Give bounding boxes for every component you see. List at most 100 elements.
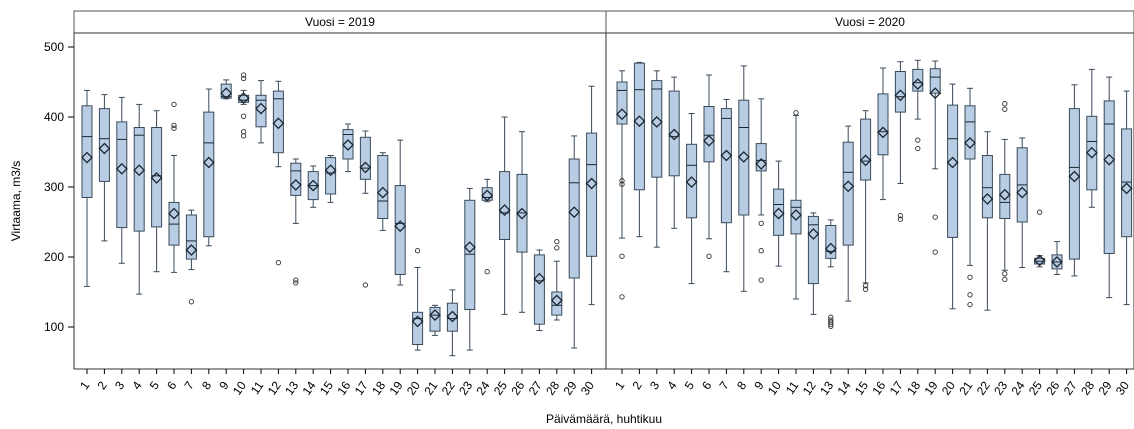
box-mean-marker — [133, 164, 146, 177]
box-mean-marker — [1085, 146, 1098, 159]
box-mean-marker — [998, 188, 1011, 201]
box-outlier — [293, 277, 299, 283]
box-outlier — [828, 319, 834, 325]
x-tick-label: 22 — [439, 378, 458, 397]
box-iqr — [1086, 115, 1098, 191]
box-mean-marker — [1051, 255, 1063, 268]
box-mean-marker — [1016, 186, 1029, 199]
box-iqr — [133, 127, 145, 232]
box-iqr — [877, 93, 889, 156]
x-tick-label: 23 — [991, 378, 1010, 397]
x-tick-label: 24 — [1009, 378, 1028, 397]
box-outlier — [915, 145, 921, 152]
box-mean-marker — [168, 207, 180, 220]
box-mean-marker — [516, 207, 528, 220]
box-outlier — [554, 238, 560, 245]
x-tick-label: 28 — [543, 378, 562, 397]
box-mean-marker — [568, 206, 581, 219]
box-mean-marker — [289, 178, 302, 191]
x-tick-label: 17 — [887, 378, 906, 397]
box-outlier — [171, 101, 177, 108]
box-mean-marker — [376, 186, 389, 199]
box-mean-marker — [772, 207, 785, 220]
box-outlier — [293, 280, 299, 286]
box-iqr — [686, 143, 698, 219]
box-mean-marker — [737, 150, 750, 163]
box-mean-marker — [824, 242, 837, 255]
x-tick-label: 2 — [95, 378, 110, 392]
x-tick-label: 26 — [1043, 378, 1062, 397]
x-tick-label: 27 — [1061, 378, 1080, 397]
x-tick-label: 11 — [248, 378, 267, 397]
box-iqr — [412, 311, 424, 345]
box-outlier — [967, 301, 973, 308]
x-tick-label: 8 — [734, 378, 749, 392]
box-mean-marker — [650, 115, 663, 128]
y-tick-label: 300 — [44, 180, 64, 194]
box-mean-marker — [616, 108, 628, 121]
box-mean-marker — [1068, 170, 1081, 183]
x-tick-label: 19 — [922, 378, 941, 397]
box-outlier — [915, 137, 921, 143]
x-tick-label: 5 — [147, 378, 162, 392]
panel-frame-2020 — [605, 32, 1134, 370]
x-tick-label: 27 — [526, 378, 545, 397]
box-iqr — [203, 111, 215, 238]
x-tick-label: 14 — [300, 378, 319, 397]
box-mean-marker — [255, 102, 267, 115]
box-outlier — [554, 245, 560, 251]
x-tick-label: 7 — [717, 378, 732, 392]
x-tick-label: 12 — [265, 378, 284, 397]
box-mean-marker — [1033, 254, 1046, 267]
x-tick-label: 4 — [129, 378, 144, 392]
box-mean-marker — [411, 315, 424, 328]
x-tick-label: 20 — [404, 378, 423, 397]
box-mean-marker — [755, 157, 768, 170]
x-tick-label: 29 — [1096, 378, 1115, 397]
box-iqr — [359, 136, 371, 180]
box-iqr — [912, 68, 924, 92]
box-mean-marker — [481, 189, 494, 202]
x-tick-label: 6 — [164, 378, 179, 392]
box-outlier — [275, 259, 282, 266]
x-tick-label: 24 — [474, 378, 493, 397]
box-mean-marker — [668, 128, 681, 141]
x-tick-label: 2 — [630, 378, 645, 392]
box-outlier — [967, 292, 973, 298]
box-outlier — [758, 277, 764, 283]
box-mean-marker — [807, 227, 820, 240]
x-tick-label: 1 — [612, 378, 627, 392]
box-outlier — [828, 317, 834, 323]
x-tick-label: 11 — [783, 378, 802, 397]
x-tick-label: 17 — [352, 378, 371, 397]
box-iqr — [947, 104, 959, 238]
x-tick-label: 20 — [939, 378, 958, 397]
box-outlier — [897, 213, 904, 219]
box-iqr — [981, 155, 993, 219]
box-iqr — [533, 254, 545, 325]
box-outlier — [1002, 106, 1008, 112]
box-iqr — [999, 173, 1011, 219]
box-iqr — [860, 118, 872, 181]
box-outlier — [171, 125, 177, 131]
x-tick-label: 7 — [182, 378, 197, 392]
box-outlier — [240, 113, 247, 119]
box-mean-marker — [981, 192, 994, 205]
x-tick-label: 13 — [282, 378, 301, 397]
box-iqr — [272, 90, 284, 154]
box-iqr — [842, 141, 854, 246]
box-iqr — [668, 90, 680, 177]
box-outlier — [758, 248, 764, 254]
box-mean-marker — [842, 180, 855, 193]
box-outlier — [828, 314, 834, 320]
box-iqr — [790, 199, 802, 235]
y-axis-title: Virtaama, m3/s — [9, 161, 23, 241]
box-mean-marker — [550, 294, 563, 307]
box-iqr — [81, 105, 93, 198]
box-mean-marker — [307, 179, 320, 192]
box-mean-marker — [1103, 153, 1116, 166]
box-iqr — [807, 215, 819, 285]
x-tick-label: 30 — [1113, 378, 1132, 397]
box-mean-marker — [498, 204, 511, 217]
